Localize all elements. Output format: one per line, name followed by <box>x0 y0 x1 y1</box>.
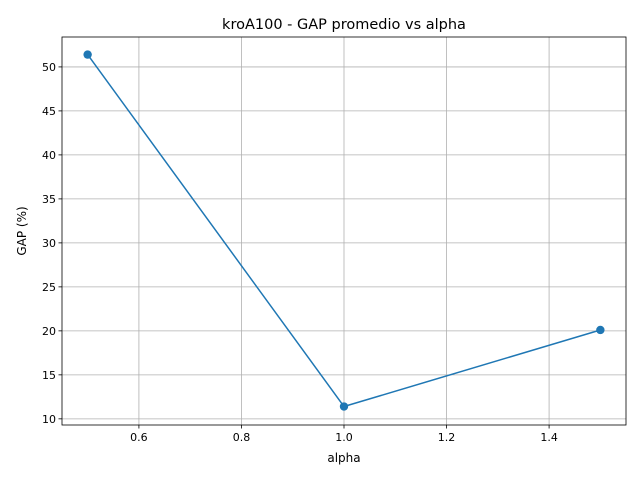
data-point <box>596 325 605 335</box>
x-tick-label: 0.6 <box>130 431 148 444</box>
y-tick-label: 45 <box>42 105 56 118</box>
x-tick-label: 1.2 <box>438 431 456 444</box>
x-axis-label: alpha <box>327 451 360 465</box>
y-tick-label: 35 <box>42 193 56 206</box>
x-tick-label: 1.0 <box>335 431 353 444</box>
x-tick-label: 0.8 <box>233 431 251 444</box>
y-tick-label: 25 <box>42 281 56 294</box>
x-axis: 0.6 0.8 1.0 1.2 1.4 <box>130 425 558 444</box>
grid <box>62 37 626 425</box>
y-tick-label: 20 <box>42 325 56 338</box>
series-layer <box>83 50 605 411</box>
y-tick-label: 10 <box>42 413 56 426</box>
y-tick-label: 50 <box>42 61 56 74</box>
y-tick-label: 30 <box>42 237 56 250</box>
y-tick-label: 15 <box>42 369 56 382</box>
data-point <box>339 402 349 411</box>
y-tick-label: 40 <box>42 149 56 162</box>
chart-title: kroA100 - GAP promedio vs alpha <box>222 17 466 33</box>
data-point <box>83 50 92 59</box>
y-axis: 10 15 20 25 30 35 40 45 50 <box>42 61 62 426</box>
y-axis-label: GAP (%) <box>15 206 29 255</box>
x-tick-label: 1.4 <box>540 431 558 444</box>
